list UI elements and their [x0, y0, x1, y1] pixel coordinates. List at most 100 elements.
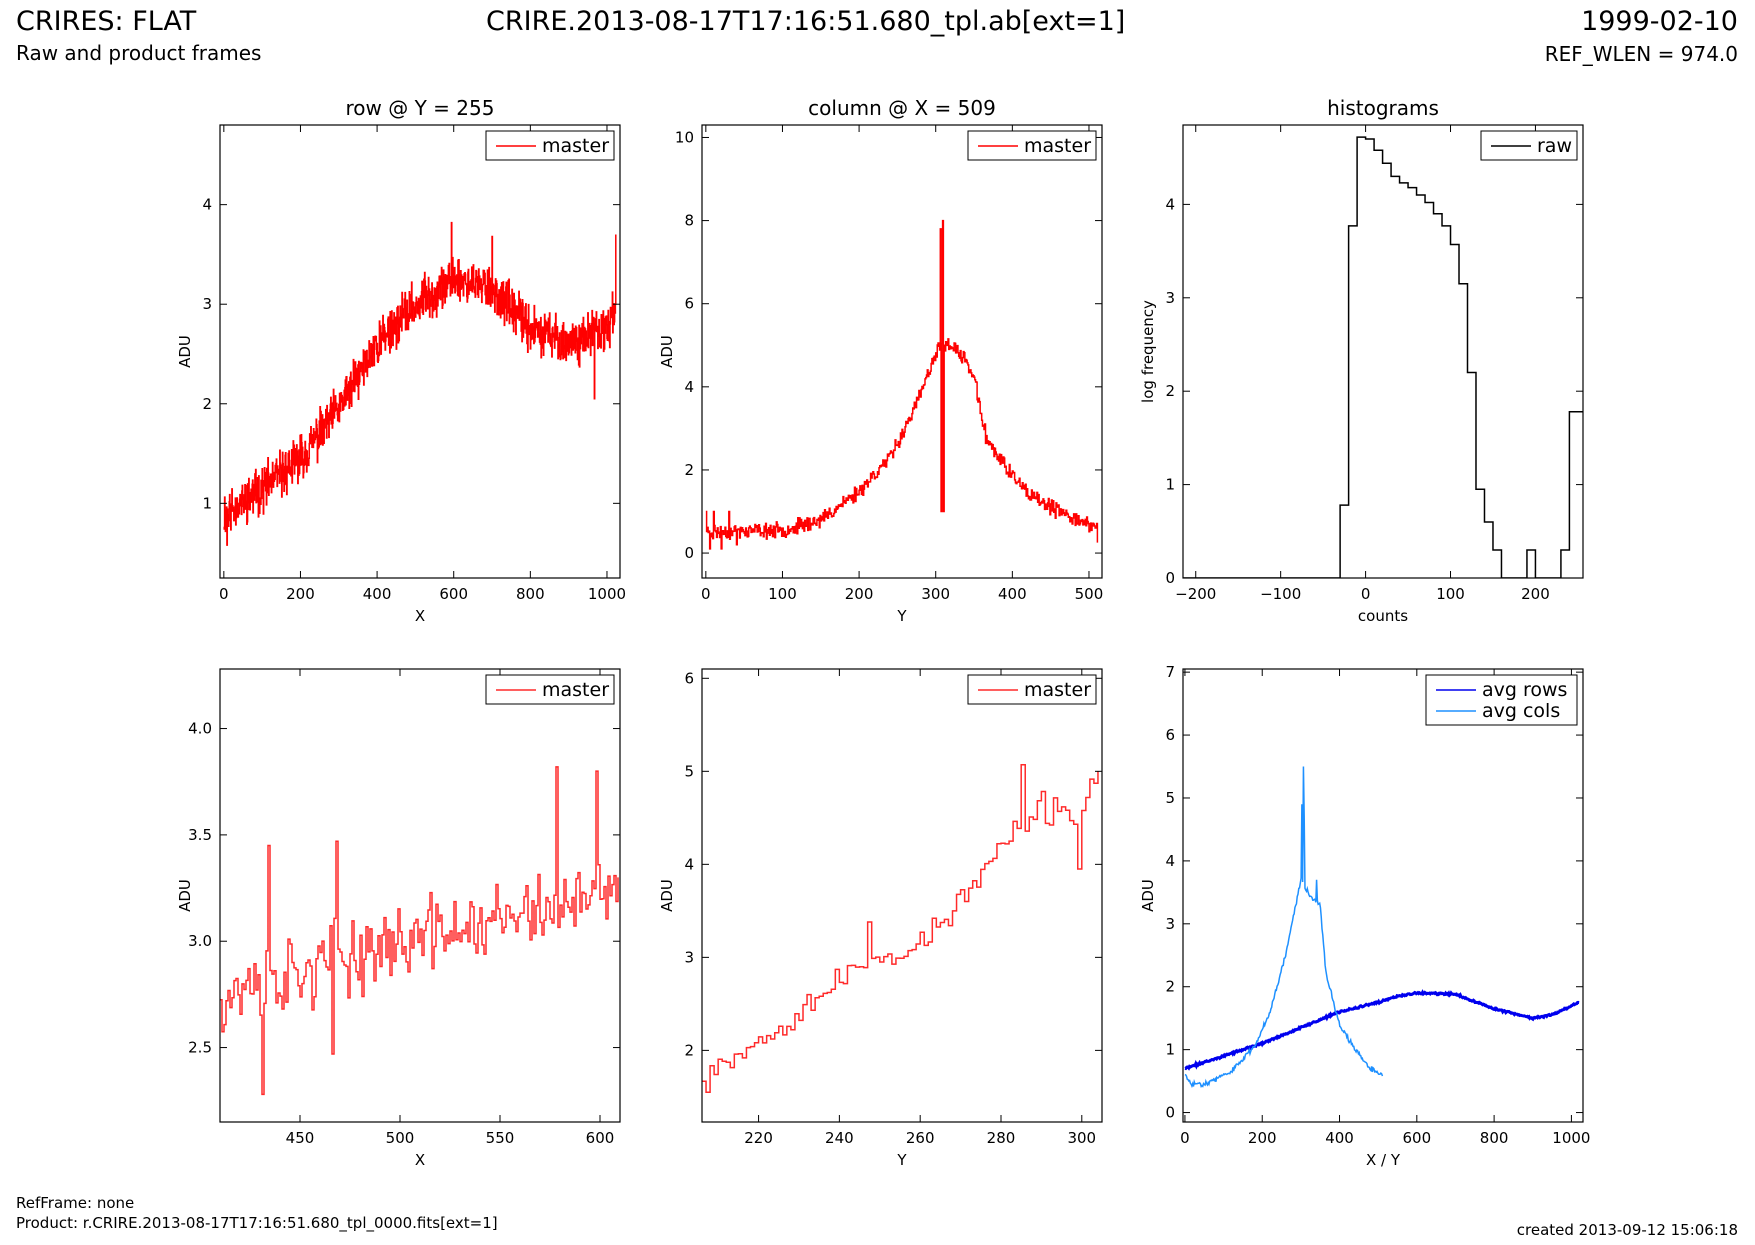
x-tick-label: 400: [998, 585, 1027, 603]
x-tick-label: 0: [701, 585, 711, 603]
y-tick-label: 2: [202, 395, 212, 413]
plot-frame: [701, 668, 1103, 1123]
plot-frame: [1182, 124, 1584, 579]
x-tick-label: 240: [825, 1129, 854, 1147]
series-line-master: [220, 766, 619, 1096]
chart-panel-1: row @ Y = 255 0 200 400 600 800 1000 1 2 3 4 X ADU ma…: [176, 96, 626, 625]
y-tick-label: 2: [1165, 978, 1175, 996]
y-tick-label: 0: [684, 544, 694, 562]
x-tick-label: 200: [1248, 1129, 1277, 1147]
y-tick-label: 1: [1165, 1041, 1175, 1059]
y-axis-label: ADU: [658, 335, 676, 368]
x-tick-label: 600: [1402, 1129, 1431, 1147]
y-tick-label: 3: [202, 295, 212, 313]
chart-title: row @ Y = 255: [346, 96, 495, 120]
y-tick-label: 2: [684, 1041, 694, 1059]
x-tick-label: 100: [1436, 585, 1465, 603]
y-tick-label: 4.0: [188, 720, 212, 738]
figure-title: CRIRES: FLAT: [16, 6, 197, 37]
x-axis-label: Y: [896, 607, 907, 625]
legend-label: master: [542, 135, 609, 157]
series-line-master: [702, 764, 1099, 1093]
series-line-avg-rows: [1184, 989, 1580, 1071]
x-tick-label: 280: [987, 1129, 1016, 1147]
x-tick-label: 260: [906, 1129, 935, 1147]
x-tick-label: 800: [516, 585, 545, 603]
legend: raw: [1480, 130, 1578, 161]
x-tick-label: 0: [1180, 1129, 1190, 1147]
y-tick-label: 4: [1165, 195, 1175, 213]
y-tick-label: 4: [202, 196, 212, 214]
product-label: Product: r.CRIRE.2013-08-17T17:16:51.680…: [16, 1214, 498, 1232]
legend: master: [967, 674, 1097, 705]
y-tick-label: 6: [684, 295, 694, 313]
legend-label: avg rows: [1482, 679, 1567, 701]
x-tick-label: 220: [744, 1129, 773, 1147]
y-tick-label: 5: [684, 762, 694, 780]
legend-label: master: [542, 679, 609, 701]
x-tick-label: 300: [921, 585, 950, 603]
legend: master: [485, 674, 615, 705]
x-tick-label: −100: [1260, 585, 1301, 603]
x-tick-label: 0: [1361, 585, 1371, 603]
x-tick-label: 400: [1325, 1129, 1354, 1147]
x-tick-label: 500: [386, 1129, 415, 1147]
y-tick-label: 3: [1165, 915, 1175, 933]
legend-box: [1425, 674, 1578, 726]
y-tick-label: 3.0: [188, 932, 212, 950]
chart-title: histograms: [1327, 96, 1439, 120]
y-tick-label: 1: [202, 494, 212, 512]
chart-panel-2: column @ X = 509 0 100 200 300 400 500 0 2 4 6 8 10 Y…: [658, 96, 1103, 625]
y-axis-label: ADU: [176, 335, 194, 368]
chart-panel-5: 220 240 260 280 300 2 3 4 5 6 Y ADU master: [658, 668, 1103, 1169]
y-tick-label: 0: [1165, 1104, 1175, 1122]
x-tick-label: −200: [1175, 585, 1216, 603]
chart-title: column @ X = 509: [808, 96, 996, 120]
x-tick-label: 300: [1067, 1129, 1096, 1147]
y-tick-label: 2.5: [188, 1039, 212, 1057]
x-tick-label: 600: [439, 585, 468, 603]
y-tick-label: 2: [1165, 382, 1175, 400]
legend-box: [967, 674, 1097, 705]
chart-panel-4: 450 500 550 600 2.5 3.0 3.5 4.0 X ADU master: [176, 668, 621, 1169]
x-tick-label: 200: [845, 585, 874, 603]
plot-frame: [219, 668, 621, 1123]
x-tick-label: 600: [586, 1129, 615, 1147]
x-tick-label: 200: [1521, 585, 1550, 603]
date-label: 1999-02-10: [1581, 6, 1738, 37]
y-tick-label: 0: [1165, 569, 1175, 587]
y-tick-label: 1: [1165, 476, 1175, 494]
figure-subtitle: Raw and product frames: [16, 41, 262, 65]
x-tick-label: 550: [486, 1129, 515, 1147]
y-axis-label: ADU: [658, 879, 676, 912]
x-axis-label: Y: [896, 1151, 907, 1169]
x-axis-label: X: [415, 1151, 425, 1169]
y-axis-label: log frequency: [1139, 300, 1157, 403]
legend: master: [485, 130, 615, 161]
y-tick-label: 10: [675, 128, 694, 146]
legend-label: master: [1024, 135, 1091, 157]
chart-panel-3: histograms −200 −100 0 100 200 0 1 2 3 4 counts log …: [1139, 96, 1584, 625]
x-tick-label: 800: [1480, 1129, 1509, 1147]
x-tick-label: 1000: [588, 585, 626, 603]
x-tick-label: 400: [363, 585, 392, 603]
x-tick-label: 200: [286, 585, 315, 603]
series-line-raw: [1183, 136, 1583, 578]
y-tick-label: 7: [1165, 663, 1175, 681]
ref-frame-label: RefFrame: none: [16, 1194, 135, 1212]
chart-panel-6: 0 200 400 600 800 1000 0 1 2 3 4 5 6 7 X / Y ADU avg row…: [1139, 663, 1590, 1169]
x-axis-label: X: [415, 607, 425, 625]
file-name: CRIRE.2013-08-17T17:16:51.680_tpl.ab[ext…: [486, 6, 1126, 37]
x-tick-label: 1000: [1552, 1129, 1590, 1147]
y-tick-label: 3: [684, 948, 694, 966]
legend-label: master: [1024, 679, 1091, 701]
created-label: created 2013-09-12 15:06:18: [1516, 1221, 1738, 1239]
y-tick-label: 4: [1165, 852, 1175, 870]
plot-frame: [219, 124, 621, 579]
legend-label: avg cols: [1482, 700, 1560, 722]
y-tick-label: 6: [684, 669, 694, 687]
x-tick-label: 0: [219, 585, 229, 603]
plot-frame: [1182, 668, 1584, 1123]
